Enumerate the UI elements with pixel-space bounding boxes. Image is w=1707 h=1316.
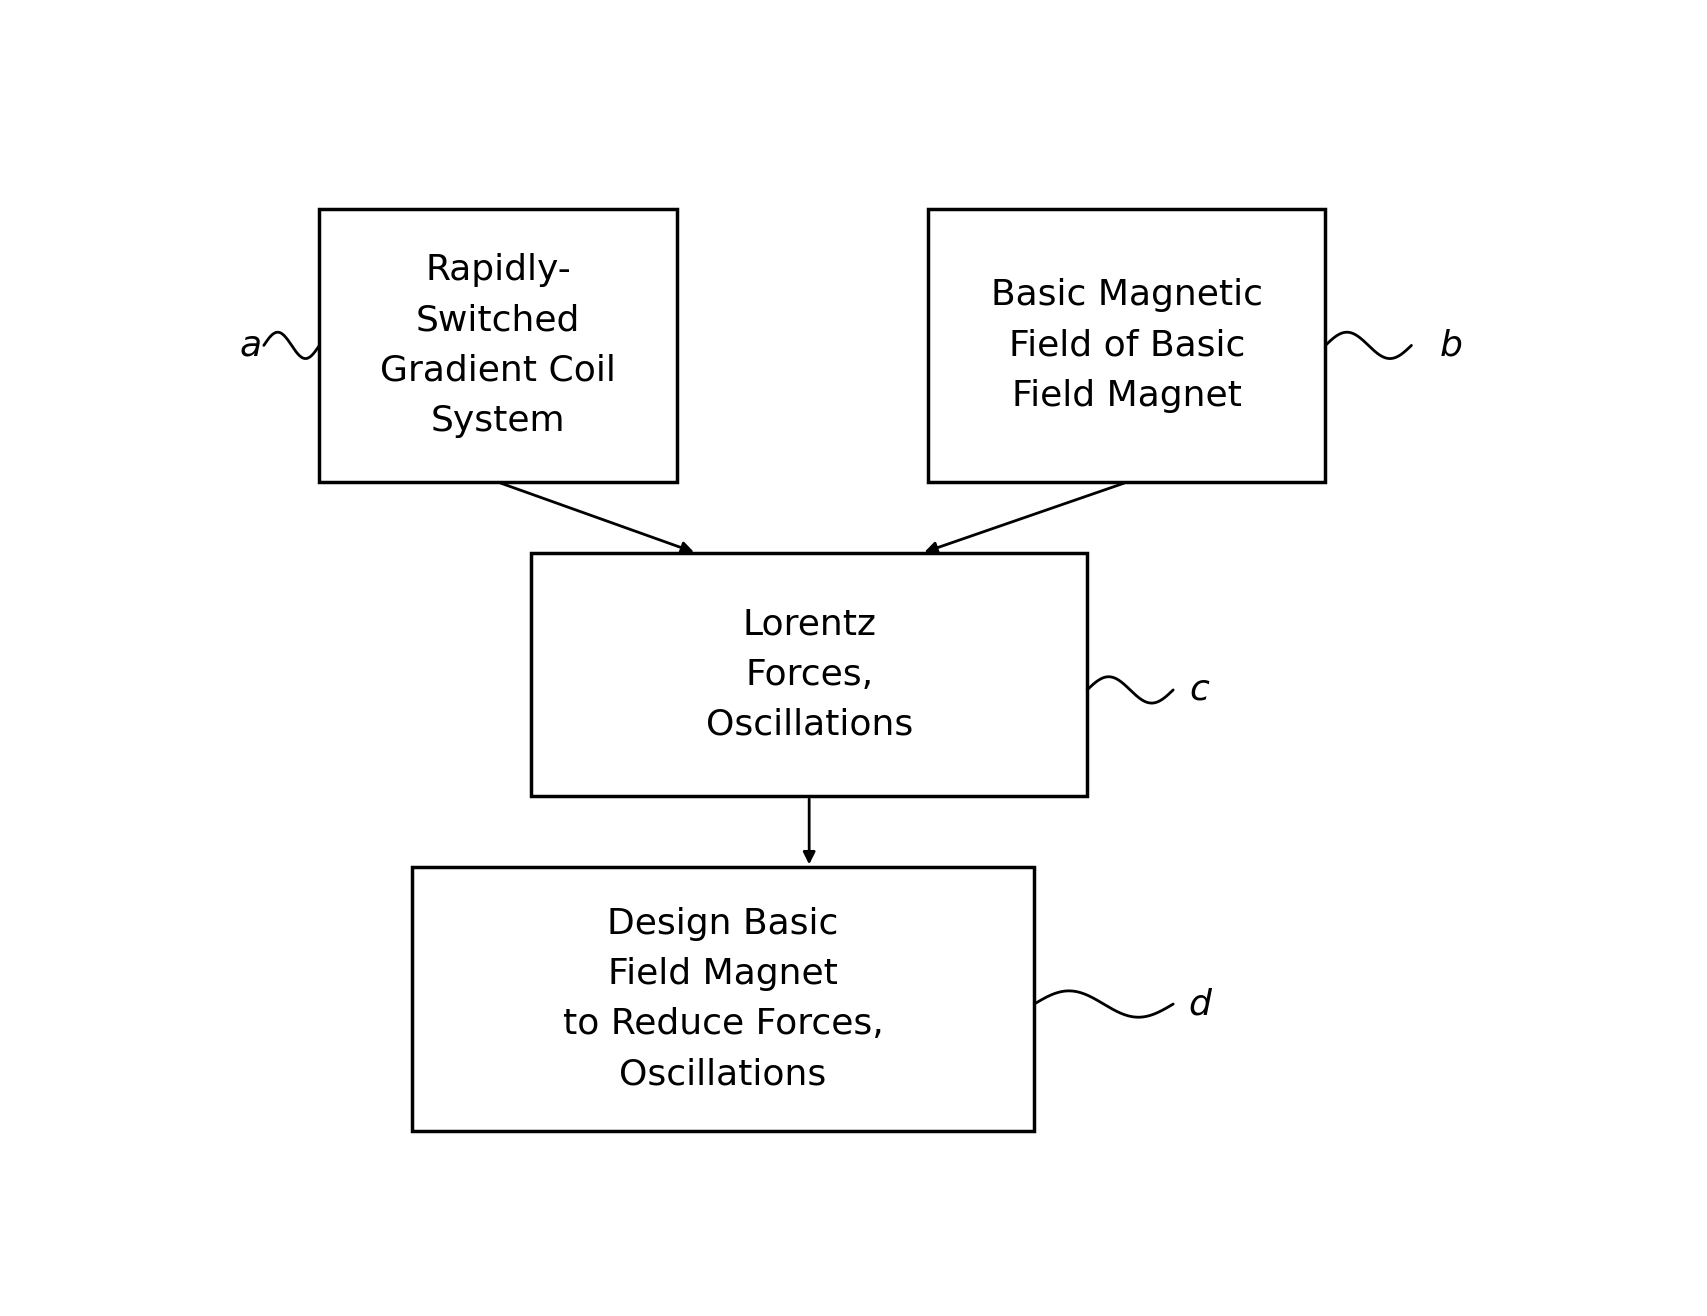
Text: b: b [1439,329,1461,362]
FancyBboxPatch shape [411,867,1033,1130]
Text: Design Basic
Field Magnet
to Reduce Forces,
Oscillations: Design Basic Field Magnet to Reduce Forc… [562,907,883,1091]
Text: d: d [1188,987,1210,1021]
Text: a: a [239,329,261,362]
Text: c: c [1190,672,1209,707]
Text: Basic Magnetic
Field of Basic
Field Magnet: Basic Magnetic Field of Basic Field Magn… [990,278,1261,413]
Text: Rapidly-
Switched
Gradient Coil
System: Rapidly- Switched Gradient Coil System [381,253,616,438]
FancyBboxPatch shape [319,208,676,482]
FancyBboxPatch shape [531,553,1087,796]
FancyBboxPatch shape [929,208,1325,482]
Text: Lorentz
Forces,
Oscillations: Lorentz Forces, Oscillations [705,608,912,742]
